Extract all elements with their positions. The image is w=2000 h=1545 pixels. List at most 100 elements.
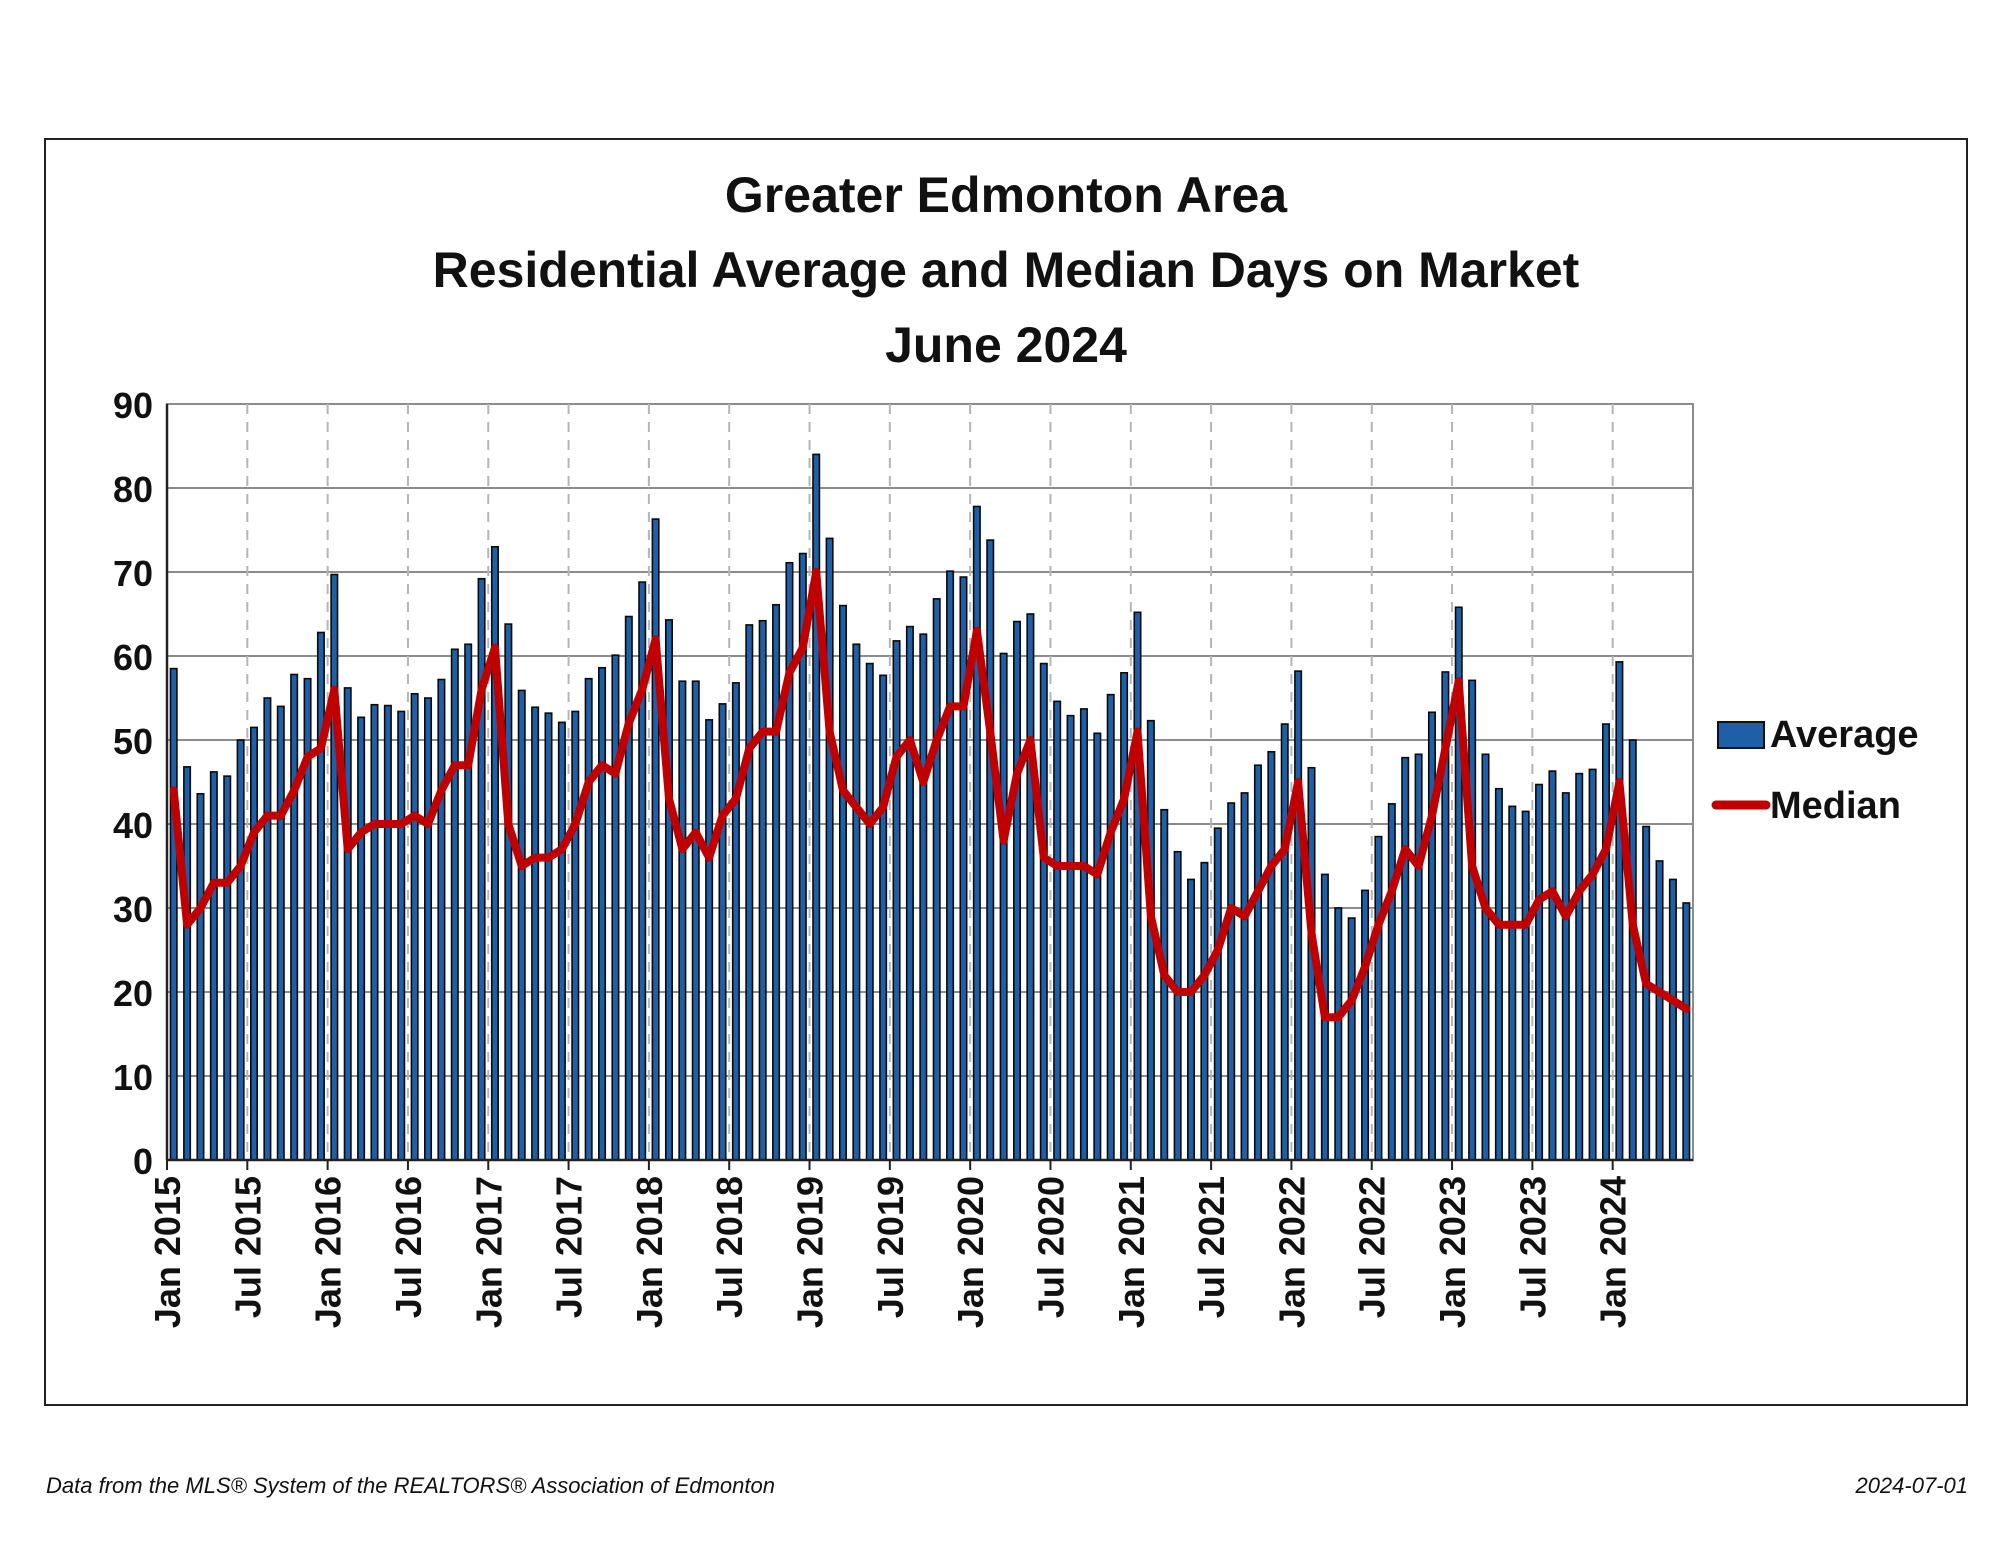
y-tick-label: 60 [113, 637, 153, 678]
average-bar [1347, 917, 1356, 1161]
x-tick-label: Jan 2023 [1432, 1176, 1473, 1328]
chart-title-line-2: Residential Average and Median Days on M… [432, 242, 1580, 298]
average-bar [1682, 902, 1691, 1161]
average-bar [464, 643, 473, 1161]
average-bar [1120, 671, 1129, 1161]
x-tick-label: Jul 2022 [1352, 1176, 1393, 1318]
average-bar [624, 615, 633, 1161]
average-bar [410, 692, 419, 1161]
average-bar [584, 677, 593, 1161]
y-tick-label: 0 [133, 1141, 153, 1182]
average-bar [812, 453, 821, 1161]
y-tick-label: 10 [113, 1057, 153, 1098]
average-bar [1387, 803, 1396, 1161]
average-bar [1668, 878, 1677, 1161]
average-bar [1133, 611, 1142, 1161]
average-bar [1548, 770, 1557, 1161]
average-bar [1066, 714, 1075, 1161]
axes-layer: 0 10 20 30 40 50 60 70 80 90 Jan 2015 Jul 2015 Jan 2… [113, 385, 1693, 1328]
average-bar [986, 539, 995, 1161]
average-bar [1588, 768, 1597, 1161]
average-bar [611, 654, 620, 1161]
average-bar [1173, 850, 1182, 1161]
x-tick-label: Jan 2017 [468, 1176, 509, 1328]
average-bar [1200, 861, 1209, 1161]
legend-swatch-average [1717, 721, 1765, 749]
x-tick-label: Jan 2019 [790, 1176, 831, 1328]
average-bar [705, 719, 714, 1161]
source-note: Data from the MLS® System of the REALTOR… [46, 1473, 775, 1498]
average-bar [169, 667, 178, 1161]
average-bar [919, 633, 928, 1161]
average-bar [1374, 835, 1383, 1161]
average-bar [209, 771, 218, 1161]
average-bar [1414, 753, 1423, 1161]
average-bar [571, 710, 580, 1161]
y-tick-label: 50 [113, 721, 153, 762]
y-tick-label: 30 [113, 889, 153, 930]
legend: Average Median [1711, 714, 1919, 827]
average-bar [999, 652, 1008, 1161]
average-bar [1481, 753, 1490, 1161]
y-tick-label: 20 [113, 973, 153, 1014]
average-bar [932, 598, 941, 1161]
average-bar [223, 775, 232, 1161]
x-tick-label: Jul 2015 [227, 1176, 268, 1318]
average-bar [316, 631, 325, 1161]
average-bar [838, 604, 848, 1161]
average-bar [959, 576, 968, 1161]
median-line [169, 568, 1691, 1022]
average-bar [1280, 723, 1289, 1161]
average-bar [1655, 860, 1664, 1161]
average-bar [276, 705, 285, 1161]
y-tick-label: 80 [113, 469, 153, 510]
report-date: 2024-07-01 [1855, 1473, 1968, 1498]
average-bar [1240, 792, 1249, 1161]
average-bar [691, 680, 700, 1161]
average-bar [598, 666, 607, 1161]
average-bar [1026, 613, 1035, 1161]
average-bar [651, 518, 660, 1161]
average-bar [1521, 810, 1530, 1161]
x-tick-label: Jan 2020 [950, 1176, 991, 1328]
average-bar [383, 704, 392, 1161]
average-bar [865, 662, 874, 1161]
average-bar [1093, 732, 1102, 1161]
average-bar [450, 648, 459, 1161]
average-bar [1039, 662, 1048, 1161]
average-bar [544, 712, 553, 1161]
average-bar [1187, 878, 1196, 1161]
average-bar [879, 674, 888, 1161]
average-bar [290, 673, 299, 1161]
average-bar [1615, 661, 1624, 1161]
average-bar [424, 697, 433, 1161]
average-bar [370, 703, 379, 1161]
average-bar [557, 721, 566, 1161]
average-bar [1601, 723, 1611, 1161]
average-bar [664, 619, 673, 1161]
x-tick-label: Jan 2024 [1593, 1176, 1634, 1328]
x-tick-label: Jul 2019 [870, 1176, 911, 1318]
average-bar [772, 603, 781, 1161]
x-tick-label: Jul 2023 [1512, 1176, 1553, 1318]
chart-title-line-1: Greater Edmonton Area [724, 167, 1288, 223]
average-bar [517, 689, 526, 1161]
average-bar [905, 625, 914, 1161]
average-bar [1561, 792, 1570, 1161]
x-tick-label: Jan 2015 [147, 1176, 188, 1328]
x-tick-label: Jul 2021 [1191, 1176, 1232, 1318]
average-bar [1508, 805, 1517, 1161]
y-tick-label: 90 [113, 385, 153, 426]
average-bar [1494, 787, 1503, 1161]
average-bar [731, 682, 740, 1161]
average-bar [1468, 679, 1477, 1161]
average-bar [249, 726, 259, 1161]
average-bar [852, 643, 861, 1161]
x-tick-label: Jan 2016 [308, 1176, 349, 1328]
average-bar [236, 739, 245, 1161]
average-bar [330, 573, 339, 1161]
average-bar [1267, 750, 1276, 1161]
average-bar [1160, 808, 1169, 1161]
average-bar [1053, 700, 1062, 1161]
average-bar [1401, 756, 1410, 1161]
